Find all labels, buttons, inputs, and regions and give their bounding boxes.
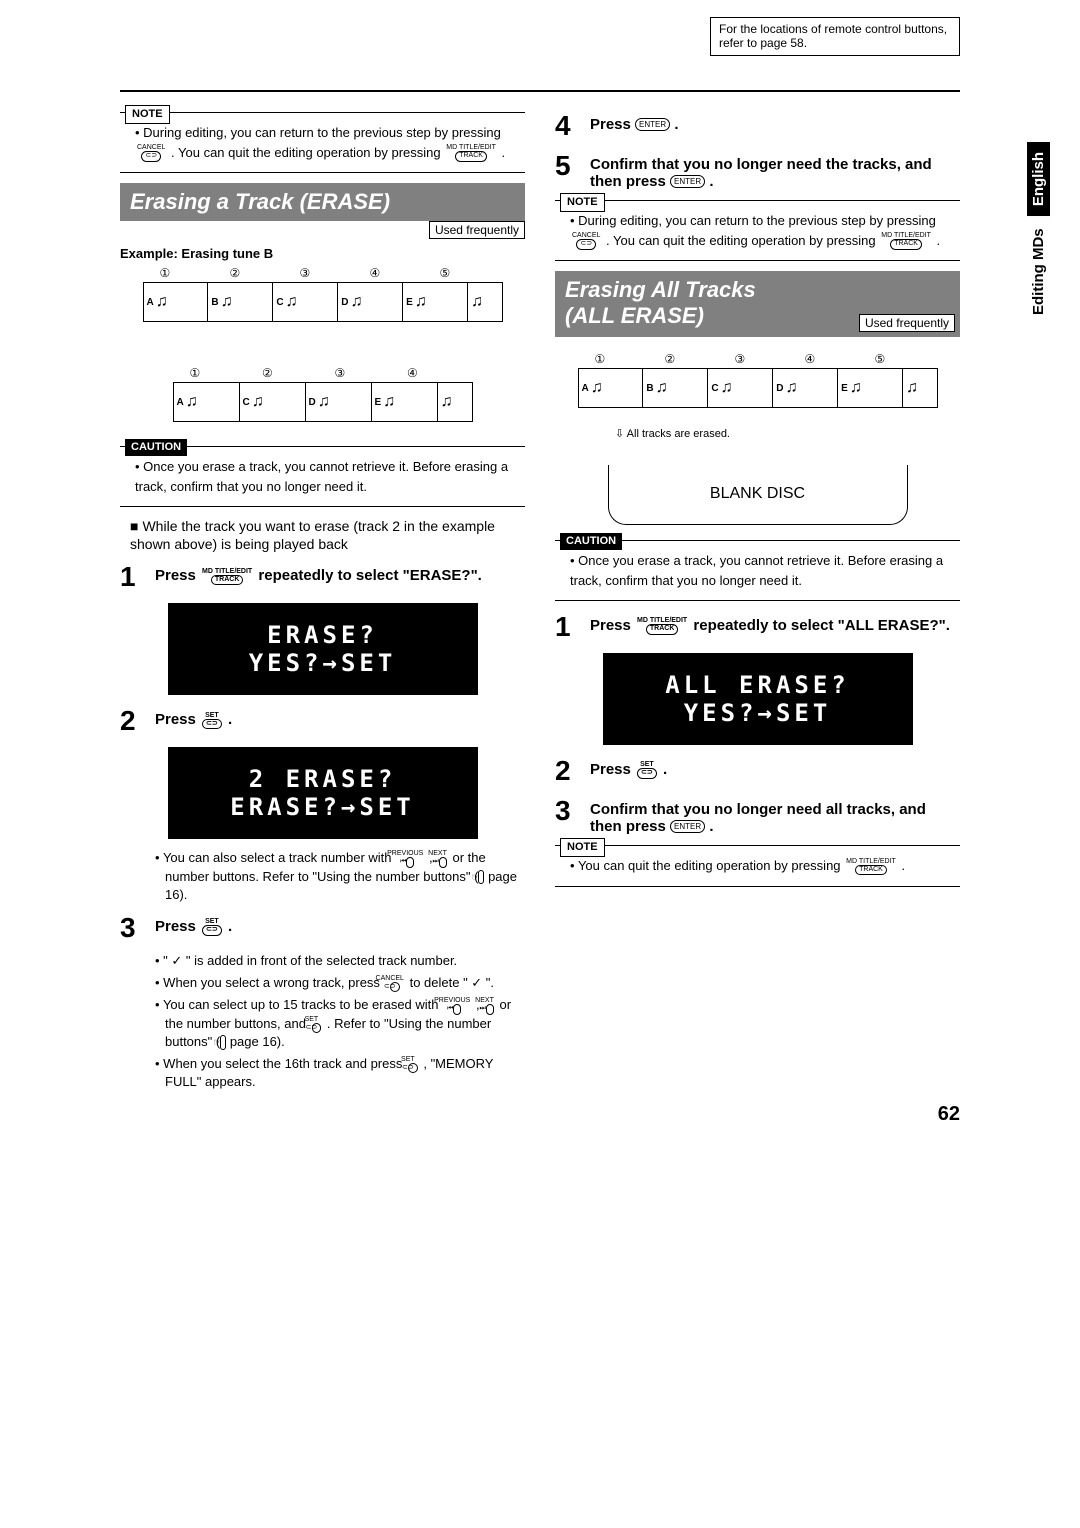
enter-button-icon: ENTER [670, 820, 705, 833]
track-diagram-before: ① ② ③ ④ ⑤ A♫ B♫ C♫ D♫ E♫ ♫ [143, 266, 503, 336]
track-diagram-all: ① ② ③ ④ ⑤ A♫ B♫ C♫ D♫ E♫ ♫ [578, 352, 938, 422]
side-language-label: English [1027, 142, 1050, 216]
left-column: NOTE • During editing, you can return to… [120, 102, 525, 1096]
next-button-icon: NEXT⏭ [485, 997, 494, 1014]
step3-note-d: • When you select the 16th track and pre… [155, 1055, 525, 1091]
note-text: • During editing, you can return to the … [570, 211, 955, 250]
note-text: • You can quit the editing operation by … [570, 856, 955, 876]
section-header-erase: Erasing a Track (ERASE) Used frequently [120, 183, 525, 221]
right-step-2: 2 Press SET⊂⊃ . [555, 755, 960, 787]
note-box-2: NOTE • During editing, you can return to… [555, 200, 960, 261]
page-number: 62 [938, 1103, 960, 1126]
caution-box-2: CAUTION • Once you erase a track, you ca… [555, 540, 960, 601]
step-3: 3 Press SET⊂⊃ . [120, 912, 525, 944]
page: For the locations of remote control butt… [120, 90, 960, 1096]
display-erase: ERASE? YES?→SET [168, 603, 478, 695]
caution-box-1: CAUTION • Once you erase a track, you ca… [120, 446, 525, 507]
right-step-3: 3 Confirm that you no longer need all tr… [555, 795, 960, 835]
track-diagram-after: ① ② ③ ④ A♫ C♫ D♫ E♫ ♫ [173, 366, 473, 436]
display-all-erase: ALL ERASE? YES?→SET [603, 653, 913, 745]
note-label: NOTE [125, 105, 170, 124]
note-label: NOTE [560, 838, 605, 857]
top-reference-box: For the locations of remote control butt… [710, 17, 960, 56]
caution-text: • Once you erase a track, you cannot ret… [570, 551, 955, 590]
enter-button-icon: ENTER [670, 175, 705, 188]
caution-label: CAUTION [125, 439, 187, 456]
display-erase-2: 2 ERASE? ERASE?→SET [168, 747, 478, 839]
track-title-edit-button-icon: MD TITLE/EDITTRACK [881, 232, 931, 249]
previous-button-icon: PREVIOUS⏮ [444, 997, 470, 1014]
blank-disc-box: BLANK DISC [608, 465, 908, 525]
side-tab: Editing MDs English [1030, 142, 1047, 315]
right-step-1: 1 Press MD TITLE/EDITTRACK repeatedly to… [555, 611, 960, 643]
note-box-1: NOTE • During editing, you can return to… [120, 112, 525, 173]
intro-text: While the track you want to erase (track… [130, 517, 525, 553]
step-2: 2 Press SET⊂⊃ . [120, 705, 525, 737]
cancel-button-icon: CANCEL⊂⊃ [386, 975, 404, 992]
enter-button-icon: ENTER [635, 118, 670, 131]
section-header-all-erase: Erasing All Tracks (ALL ERASE) Used freq… [555, 271, 960, 337]
step3-note-b: • When you select a wrong track, press C… [155, 974, 525, 992]
step3-note-c: • You can select up to 15 tracks to be e… [155, 996, 525, 1051]
caution-text: • Once you erase a track, you cannot ret… [135, 457, 520, 496]
track-title-edit-button-icon: MD TITLE/EDITTRACK [846, 858, 896, 875]
note-box-3: NOTE • You can quit the editing operatio… [555, 845, 960, 887]
used-frequently-tag: Used frequently [429, 221, 525, 239]
set-button-icon: SET⊂⊃ [312, 1016, 322, 1033]
track-title-edit-button-icon: MD TITLE/EDITTRACK [637, 617, 687, 634]
previous-button-icon: PREVIOUS⏮ [397, 850, 423, 867]
cancel-button-icon: CANCEL⊂⊃ [572, 232, 600, 249]
used-frequently-tag: Used frequently [859, 314, 955, 332]
note-text: • During editing, you can return to the … [135, 123, 520, 162]
track-title-edit-button-icon: MD TITLE/EDIT TRACK [446, 144, 496, 161]
set-button-icon: SET⊂⊃ [637, 761, 657, 778]
step-4: 4 Press ENTER . [555, 110, 960, 142]
arrow-label: ⇩ All tracks are erased. [615, 427, 960, 440]
track-title-edit-button-icon: MD TITLE/EDITTRACK [202, 568, 252, 585]
set-button-icon: SET⊂⊃ [202, 918, 222, 935]
next-button-icon: NEXT⏭ [438, 850, 447, 867]
cancel-button-icon: CANCEL ⊂⊃ [137, 144, 165, 161]
note-label: NOTE [560, 193, 605, 212]
example-label: Example: Erasing tune B [120, 246, 525, 261]
step3-note-a: • " ✓ " is added in front of the selecte… [155, 952, 525, 970]
set-button-icon: SET⊂⊃ [408, 1056, 418, 1073]
set-button-icon: SET⊂⊃ [202, 712, 222, 729]
step2-note: • You can also select a track number wit… [155, 849, 525, 904]
caution-label: CAUTION [560, 533, 622, 550]
step-5: 5 Confirm that you no longer need the tr… [555, 150, 960, 190]
side-section-label: Editing MDs [1030, 228, 1047, 315]
columns: NOTE • During editing, you can return to… [120, 102, 960, 1096]
right-column: 4 Press ENTER . 5 Confirm that you no lo… [555, 102, 960, 1096]
step-1: 1 Press MD TITLE/EDITTRACK repeatedly to… [120, 561, 525, 593]
